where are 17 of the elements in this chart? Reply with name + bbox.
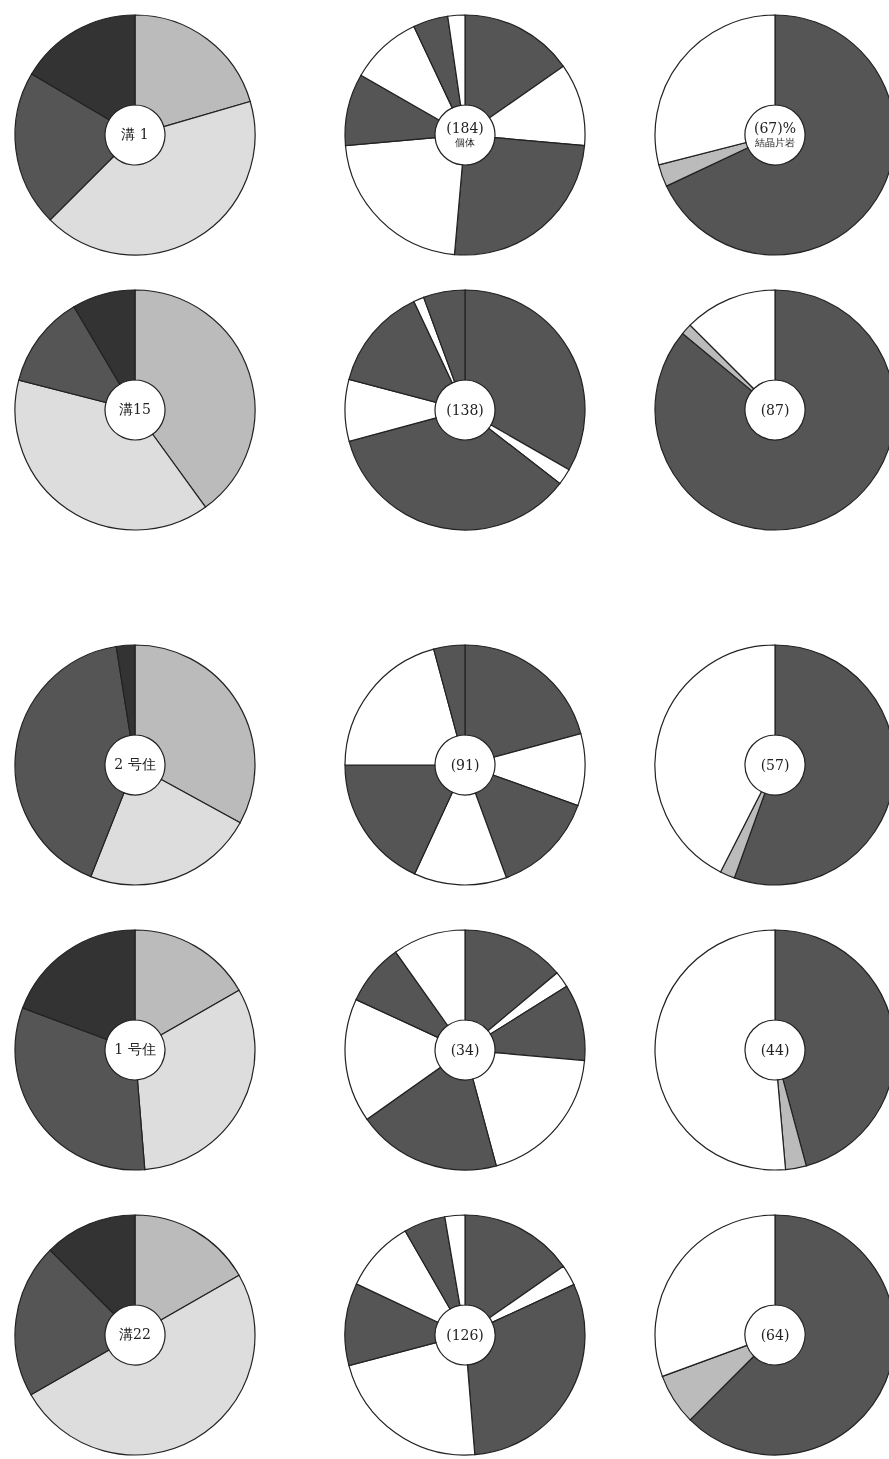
text: (126) (446, 1327, 484, 1343)
text: 1 号住 (114, 1041, 156, 1059)
text: 2 号住 (114, 756, 156, 774)
text: (87) (760, 402, 790, 418)
text: (44) (760, 1042, 790, 1058)
text: 個体 (455, 136, 475, 150)
text: (34) (450, 1042, 480, 1058)
text: (57) (760, 757, 790, 773)
text: (91) (450, 757, 480, 773)
text: 溝22 (119, 1326, 151, 1344)
text: (184) (446, 120, 484, 136)
text: 結晶片岩 (755, 136, 795, 150)
text: 溝15 (119, 401, 151, 419)
text: (138) (446, 402, 484, 418)
text: 溝 1 (121, 126, 149, 144)
text: (67)% (753, 120, 797, 136)
text: (64) (760, 1327, 790, 1343)
